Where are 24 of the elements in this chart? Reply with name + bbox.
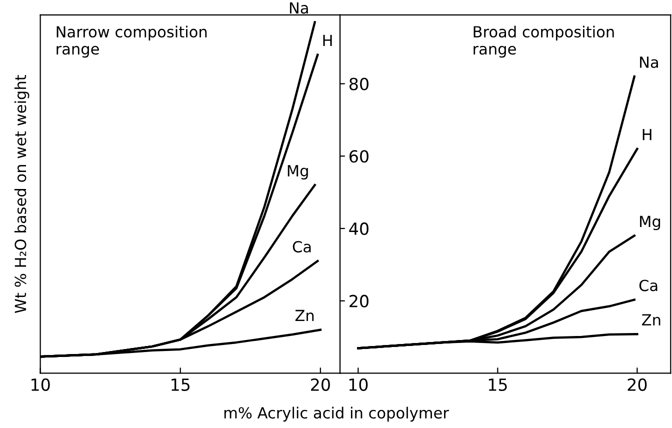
x-axis-title: m% Acrylic acid in copolymer [224, 406, 449, 422]
text: Broad composition range [474, 26, 614, 58]
x-tick-label: 15 [172, 378, 190, 391]
x-tick-label: 15 [488, 378, 507, 391]
series-label: H [642, 128, 652, 140]
x-tick-label: 20 [311, 378, 330, 391]
y-tick-label: 80 [349, 78, 368, 90]
series-label: Zn [295, 310, 314, 322]
series-label: Mg [288, 165, 308, 180]
x-tick-label: 10 [32, 378, 50, 391]
y-tick-label: 20 [350, 294, 368, 308]
x-tick-label: 20 [628, 378, 647, 391]
x-tick-label: 10 [349, 378, 368, 391]
y-axis-title: Wt % H₂O based on wet weight [14, 75, 30, 314]
series-label: Na [640, 56, 658, 68]
series-label: H [323, 34, 332, 46]
text: Narrow composition range [56, 26, 207, 58]
series-label: Ca [639, 280, 658, 292]
series-label: Ca [292, 240, 311, 253]
series-label: Zn [642, 314, 660, 326]
y-tick-label: 40 [349, 222, 368, 236]
series-label: Mg [640, 216, 660, 230]
series-label: Na [290, 2, 308, 14]
y-tick-label: 60 [350, 150, 368, 163]
